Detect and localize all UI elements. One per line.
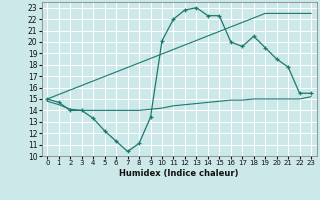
- X-axis label: Humidex (Indice chaleur): Humidex (Indice chaleur): [119, 169, 239, 178]
